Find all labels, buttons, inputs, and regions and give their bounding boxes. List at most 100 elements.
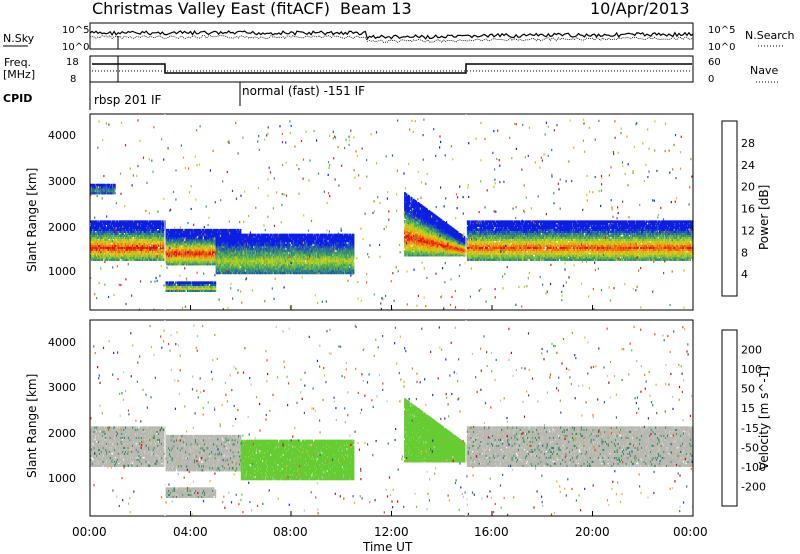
heatmap-cell: [107, 236, 109, 239]
heatmap-cell: [125, 236, 128, 239]
heatmap-cell: [116, 226, 119, 229]
heatmap-cell: [177, 281, 180, 284]
heatmap-cell: [234, 263, 236, 267]
heatmap-cell: [136, 242, 139, 245]
heatmap-cell: [248, 233, 251, 237]
heatmap-cell: [97, 242, 99, 245]
heatmap-cell: [97, 246, 99, 249]
heatmap-cell: [124, 238, 126, 241]
heatmap-cell: [113, 220, 115, 223]
heatmap-cell: [146, 238, 148, 241]
heatmap-cell: [99, 238, 101, 241]
heatmap-cell: [182, 250, 184, 254]
heatmap-cell: [214, 285, 217, 288]
heatmap-cell: [244, 239, 246, 243]
heatmap-cell: [169, 238, 172, 242]
heatmap-cell: [204, 248, 207, 252]
heatmap-cell: [134, 238, 136, 241]
heatmap-cell: [232, 267, 235, 271]
heatmap-cell: [189, 281, 192, 284]
heatmap-cell: [106, 244, 108, 247]
heatmap-cell: [150, 234, 152, 237]
heatmap-cell: [218, 253, 220, 257]
heatmap-cell: [182, 254, 184, 258]
heatmap-cell: [229, 267, 231, 271]
heatmap-cell: [237, 233, 239, 237]
heatmap-cell: [190, 252, 192, 256]
heatmap-cell: [165, 238, 167, 242]
heatmap-cell: [182, 230, 184, 234]
heatmap-cell: [103, 246, 105, 249]
heatmap-cell: [248, 243, 251, 247]
heatmap-cell: [136, 220, 139, 223]
heatmap-cell: [104, 228, 106, 231]
heatmap-cell: [214, 283, 217, 286]
heatmap-cell: [232, 233, 235, 237]
heatmap-cell: [185, 240, 187, 244]
heatmap-cell: [251, 239, 253, 243]
heatmap-cell: [220, 237, 222, 241]
heatmap-cell: [151, 246, 154, 249]
heatmap-cell: [123, 256, 125, 259]
heatmap-cell: [149, 222, 151, 225]
heatmap-cell: [159, 232, 161, 235]
heatmap-cell: [167, 230, 169, 234]
heatmap-cell: [141, 238, 143, 241]
heatmap-cell: [225, 269, 227, 273]
heatmap-cell: [91, 226, 94, 229]
heatmap-cell: [128, 234, 131, 237]
heatmap-cell: [146, 230, 148, 233]
heatmap-cell: [101, 236, 104, 239]
heatmap-cell: [236, 253, 238, 257]
heatmap-cell: [204, 238, 206, 242]
heatmap-cell: [131, 224, 133, 227]
heatmap-cell: [221, 230, 223, 234]
heatmap-cell: [133, 226, 135, 229]
heatmap-cell: [147, 230, 149, 233]
heatmap-cell: [151, 244, 154, 247]
heatmap-cell: [189, 260, 192, 264]
heatmap-cell: [130, 240, 132, 243]
heatmap-cell: [197, 246, 200, 250]
heatmap-cell: [175, 289, 177, 292]
heatmap-cell: [161, 230, 164, 233]
heatmap-cell: [99, 244, 102, 247]
heatmap-cell: [99, 224, 101, 227]
heatmap-cell: [205, 242, 208, 246]
heatmap-cell: [194, 234, 196, 238]
heatmap-cell: [248, 261, 251, 265]
heatmap-cell: [237, 243, 239, 247]
heatmap-cell: [208, 236, 210, 240]
heatmap-cell: [185, 258, 187, 262]
heatmap-cell: [116, 220, 118, 223]
heatmap-cell: [200, 260, 202, 264]
heatmap-cell: [114, 250, 116, 253]
heatmap-cell: [154, 242, 157, 245]
heatmap-cell: [178, 283, 181, 286]
heatmap-cell: [190, 246, 192, 250]
heatmap-cell: [133, 252, 135, 255]
heatmap-cell: [120, 238, 122, 241]
heatmap-cell: [251, 243, 253, 247]
heatmap-cell: [218, 235, 220, 239]
heatmap-cell: [162, 258, 165, 261]
heatmap-cell: [96, 228, 98, 231]
heatmap-cell: [235, 243, 237, 247]
heatmap-cell: [221, 247, 223, 251]
heatmap-cell: [198, 250, 201, 254]
heatmap-cell: [186, 252, 188, 256]
heatmap-cell: [120, 222, 122, 225]
heatmap-cell: [187, 232, 190, 236]
heatmap-cell: [137, 220, 140, 223]
heatmap-cell: [149, 258, 151, 261]
heatmap-cell: [249, 263, 252, 267]
heatmap-cell: [98, 230, 100, 233]
heatmap-cell: [247, 241, 250, 245]
heatmap-cell: [132, 252, 134, 255]
heatmap-cell: [123, 248, 125, 251]
heatmap-cell: [90, 238, 93, 241]
heatmap-cell: [127, 222, 130, 225]
heatmap-cell: [194, 238, 196, 242]
heatmap-cell: [210, 232, 212, 236]
